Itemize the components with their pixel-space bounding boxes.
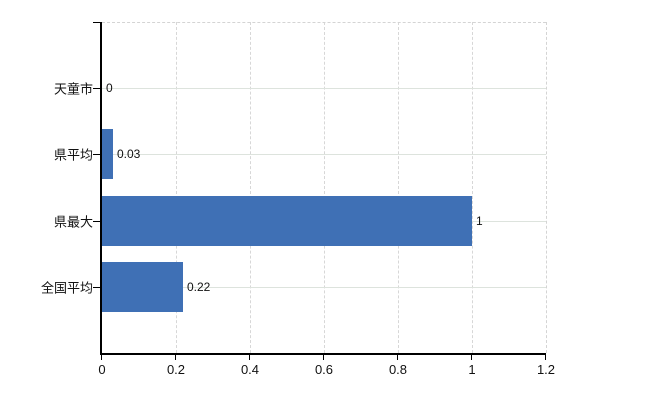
y-axis-tick: [93, 287, 100, 288]
category-label: 天童市: [53, 81, 93, 97]
vertical-gridline: [472, 22, 473, 353]
x-axis-tick: [101, 355, 102, 360]
vertical-gridline: [250, 22, 251, 353]
x-tick-label: 1: [468, 362, 476, 377]
bar-value-label: 0: [106, 81, 113, 95]
bar: [102, 262, 183, 312]
y-axis-tick: [93, 22, 100, 23]
bar: [102, 129, 113, 179]
y-axis-tick: [93, 88, 100, 89]
horizontal-gridline: [102, 154, 546, 155]
category-label: 県最大: [53, 214, 93, 230]
x-tick-label: 0.6: [314, 362, 334, 377]
bar-value-label: 0.03: [117, 147, 141, 161]
y-axis-line: [100, 22, 102, 355]
vertical-gridline: [176, 22, 177, 353]
category-label: 全国平均: [40, 280, 93, 296]
y-axis-tick: [93, 221, 100, 222]
x-tick-label: 0: [98, 362, 106, 377]
x-axis-tick: [397, 355, 398, 360]
x-axis-tick: [175, 355, 176, 360]
x-axis-tick: [249, 355, 250, 360]
bar-value-label: 0.22: [187, 280, 211, 294]
vertical-gridline: [324, 22, 325, 353]
category-label: 県平均: [53, 147, 93, 163]
vertical-gridline: [398, 22, 399, 353]
y-axis-tick: [93, 154, 100, 155]
x-axis-tick: [323, 355, 324, 360]
x-tick-label: 0.2: [166, 362, 186, 377]
x-tick-label: 1.2: [536, 362, 556, 377]
x-axis-line: [100, 353, 546, 355]
horizontal-gridline: [102, 287, 546, 288]
x-tick-label: 0.8: [388, 362, 408, 377]
bar-value-label: 1: [476, 214, 483, 228]
plot-right-border: [546, 22, 547, 353]
horizontal-gridline: [102, 88, 546, 89]
x-axis-tick: [545, 355, 546, 360]
x-axis-tick: [471, 355, 472, 360]
bar: [102, 196, 472, 246]
plot-top-border: [102, 22, 546, 23]
x-tick-label: 0.4: [240, 362, 260, 377]
